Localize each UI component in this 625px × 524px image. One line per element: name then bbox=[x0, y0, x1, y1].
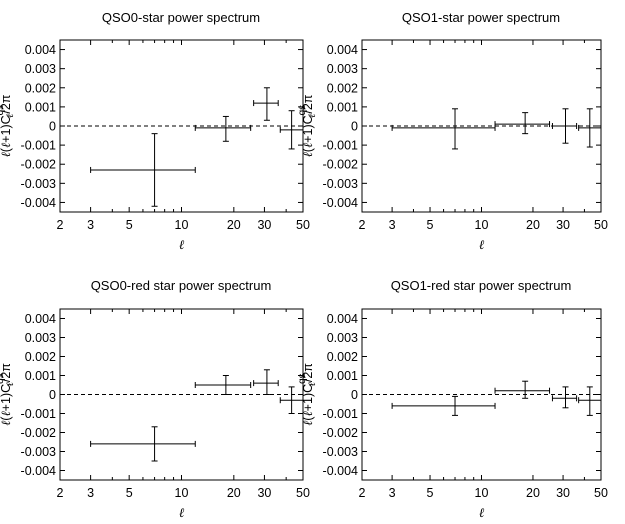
x-tick-label: 2 bbox=[359, 486, 366, 500]
y-tick-label: -0.004 bbox=[323, 464, 358, 478]
y-tick-label: 0.003 bbox=[25, 331, 56, 345]
y-axis-label: ℓ(ℓ+1)Cqsℓ/2π bbox=[0, 363, 16, 426]
x-tick-label: 2 bbox=[57, 218, 64, 232]
x-tick-label: 3 bbox=[389, 218, 396, 232]
data-point bbox=[551, 108, 578, 144]
y-tick-label: -0.003 bbox=[323, 177, 358, 191]
x-tick-label: 5 bbox=[427, 218, 434, 232]
chart-title: QSO0-star power spectrum bbox=[102, 10, 260, 25]
y-tick-label: 0.002 bbox=[25, 350, 56, 364]
y-tick-label: 0.004 bbox=[327, 312, 358, 326]
y-tick-label: 0 bbox=[49, 388, 56, 402]
panel-2: QSO1-star power spectrum 0.004 0.003 0.002 0… bbox=[297, 10, 608, 252]
panel-1: QSO0-star power spectrum 0.004 0.003 0.002 0… bbox=[0, 10, 310, 252]
x-tick-label: 2 bbox=[57, 486, 64, 500]
x-tick-label: 5 bbox=[126, 486, 133, 500]
y-tick-label: 0.004 bbox=[25, 312, 56, 326]
x-tick-label: 20 bbox=[227, 486, 241, 500]
y-tick-label: -0.004 bbox=[21, 196, 56, 210]
x-axis-label: ℓ bbox=[479, 237, 485, 252]
x-tick-label: 30 bbox=[257, 218, 271, 232]
y-tick-label: 0 bbox=[351, 120, 358, 134]
y-tick-label: 0.003 bbox=[327, 62, 358, 76]
data-point bbox=[253, 87, 279, 121]
y-tick-label: -0.002 bbox=[21, 158, 56, 172]
y-axis-label: ℓ(ℓ+1)Cqsℓ/2π bbox=[297, 363, 318, 426]
x-tick-label: 30 bbox=[257, 486, 271, 500]
y-tick-label: -0.004 bbox=[323, 196, 358, 210]
y-tick-label: -0.001 bbox=[21, 139, 56, 153]
x-axis-label: ℓ bbox=[179, 237, 185, 252]
y-tick-label: 0.003 bbox=[327, 331, 358, 345]
x-tick-label: 3 bbox=[87, 218, 94, 232]
data-point bbox=[194, 115, 252, 142]
y-tick-label: -0.004 bbox=[21, 464, 56, 478]
x-axis-label: ℓ bbox=[179, 505, 185, 520]
x-tick-label: 20 bbox=[227, 218, 241, 232]
y-tick-label: 0.001 bbox=[327, 100, 358, 114]
y-tick-label: 0 bbox=[49, 120, 56, 134]
x-tick-label: 50 bbox=[296, 486, 310, 500]
chart-title: QSO0-red star power spectrum bbox=[91, 278, 272, 293]
y-tick-label: 0.002 bbox=[327, 350, 358, 364]
x-tick-label: 3 bbox=[389, 486, 396, 500]
x-tick-label: 10 bbox=[475, 486, 489, 500]
panel-3: QSO0-red star power spectrum 0.004 0.003 0.… bbox=[0, 278, 310, 520]
y-axis-label: ℓ(ℓ+1)Cqsℓ/2π bbox=[0, 94, 16, 157]
y-tick-label: -0.002 bbox=[323, 426, 358, 440]
y-tick-label: 0.002 bbox=[327, 81, 358, 95]
y-tick-label: -0.002 bbox=[323, 158, 358, 172]
panel-4: QSO1-red star power spectrum 0.004 0.003 0.… bbox=[297, 278, 608, 520]
data-point bbox=[391, 395, 496, 416]
x-tick-label: 50 bbox=[594, 486, 608, 500]
x-tick-label: 10 bbox=[175, 486, 189, 500]
y-tick-label: 0 bbox=[351, 388, 358, 402]
y-tick-label: 0.001 bbox=[327, 369, 358, 383]
data-point bbox=[578, 386, 602, 416]
y-tick-label: 0.001 bbox=[25, 100, 56, 114]
x-tick-label: 30 bbox=[556, 218, 570, 232]
x-tick-label: 5 bbox=[427, 486, 434, 500]
x-tick-label: 2 bbox=[359, 218, 366, 232]
x-tick-label: 20 bbox=[526, 218, 540, 232]
data-point bbox=[494, 380, 551, 399]
y-tick-label: -0.001 bbox=[323, 407, 358, 421]
data-point bbox=[279, 110, 304, 150]
x-tick-label: 30 bbox=[556, 486, 570, 500]
y-tick-label: 0.001 bbox=[25, 369, 56, 383]
x-tick-label: 3 bbox=[87, 486, 94, 500]
y-tick-label: 0.004 bbox=[327, 43, 358, 57]
y-tick-label: -0.002 bbox=[21, 426, 56, 440]
y-axis-label: ℓ(ℓ+1)Cqsℓ/2π bbox=[297, 94, 318, 157]
data-point bbox=[194, 375, 252, 395]
data-point bbox=[90, 426, 196, 462]
data-point bbox=[551, 386, 578, 409]
y-tick-label: -0.001 bbox=[21, 407, 56, 421]
data-point bbox=[253, 369, 279, 395]
data-point bbox=[578, 108, 602, 148]
x-tick-label: 20 bbox=[526, 486, 540, 500]
y-tick-label: -0.001 bbox=[323, 139, 358, 153]
data-point bbox=[494, 112, 551, 135]
x-tick-label: 5 bbox=[126, 218, 133, 232]
y-tick-label: -0.003 bbox=[21, 177, 56, 191]
x-tick-label: 50 bbox=[594, 218, 608, 232]
y-tick-label: 0.002 bbox=[25, 81, 56, 95]
data-point bbox=[391, 108, 496, 150]
data-point bbox=[90, 133, 196, 207]
x-tick-label: 50 bbox=[296, 218, 310, 232]
y-tick-label: -0.003 bbox=[21, 445, 56, 459]
y-tick-label: 0.004 bbox=[25, 43, 56, 57]
y-tick-label: -0.003 bbox=[323, 445, 358, 459]
chart-title: QSO1-star power spectrum bbox=[402, 10, 560, 25]
x-axis-label: ℓ bbox=[479, 505, 485, 520]
y-tick-label: 0.003 bbox=[25, 62, 56, 76]
chart-title: QSO1-red star power spectrum bbox=[391, 278, 572, 293]
x-tick-label: 10 bbox=[175, 218, 189, 232]
data-point bbox=[279, 386, 304, 414]
x-tick-label: 10 bbox=[475, 218, 489, 232]
